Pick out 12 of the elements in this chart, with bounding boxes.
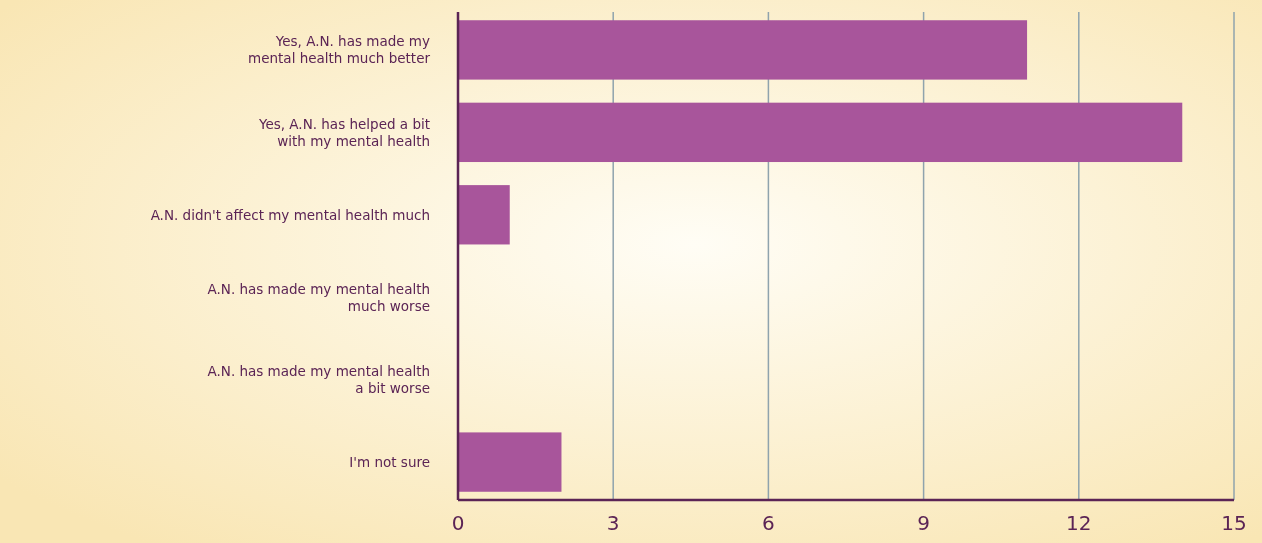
x-tick-label: 12 [1066, 511, 1092, 535]
y-tick-label: Yes, A.N. has helped a bit with my mental health [257, 115, 430, 149]
y-tick-label: A.N. has made my mental health much worse [207, 280, 430, 314]
x-tick-label: 6 [762, 511, 775, 535]
y-tick-label: I'm not sure [349, 454, 430, 471]
y-tick-label: A.N. didn't affect my mental health much [150, 206, 430, 223]
x-tick-label: 0 [451, 511, 465, 535]
x-tick-label: 15 [1221, 511, 1247, 535]
y-tick-label: Yes, A.N. has made my mental health much better [248, 33, 431, 67]
y-tick-label: A.N. has made my mental health a bit worse [207, 363, 430, 397]
x-tick-label: 9 [917, 511, 930, 535]
x-tick-label: 3 [606, 511, 620, 535]
